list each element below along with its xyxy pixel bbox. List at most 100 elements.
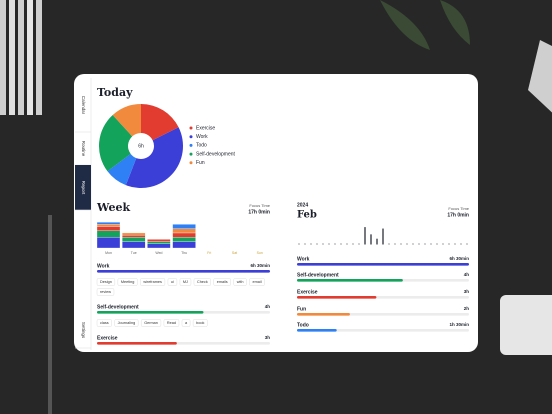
day-dot: [322, 243, 324, 245]
legend-dot: [189, 126, 193, 130]
plant: [380, 0, 470, 50]
week-bar-segment: [96, 237, 121, 249]
week-bar-segment: [147, 241, 171, 244]
tag-bg: [140, 319, 162, 327]
activity-name: Exercise: [97, 335, 118, 341]
tag-label: email: [252, 280, 261, 284]
tag-chip: with: [233, 278, 247, 286]
day-dot: [346, 243, 348, 245]
pie-slice: [141, 104, 179, 141]
tag-chip: wireframes: [140, 278, 166, 286]
tag-bg: [114, 319, 139, 327]
day-dot: [388, 243, 390, 245]
tag-bg: [96, 319, 112, 327]
legend-label: Todo: [196, 143, 207, 149]
pie-slice: [99, 114, 133, 172]
progress-bar: [97, 270, 270, 273]
day-dot: [442, 243, 444, 245]
day-dot: [316, 243, 318, 245]
stone: [528, 40, 552, 113]
day-label: Fri: [207, 251, 211, 255]
progress-bar: [297, 263, 469, 266]
day-bar: [376, 238, 378, 245]
tag-label: Read: [167, 321, 176, 325]
legend-label: Fun: [196, 160, 205, 166]
tag-label: Meeting: [121, 280, 135, 284]
day-dot: [412, 243, 414, 245]
tag-bg: [249, 278, 265, 286]
day-label: Sat: [232, 251, 237, 255]
activity-name: Work: [297, 256, 310, 262]
tag-label: with: [237, 280, 244, 284]
tag-chip: MJ: [179, 278, 192, 286]
week-bar-segment: [96, 226, 121, 231]
activity-time: 2h: [464, 306, 470, 311]
progress-bar: [297, 279, 403, 282]
tag-chip: a: [181, 319, 191, 327]
activity-name: Work: [97, 263, 110, 269]
legend-label: Exercise: [196, 125, 215, 131]
month-year: 2024: [297, 202, 308, 208]
tag-label: a: [185, 321, 188, 325]
activity-name: Fun: [297, 306, 306, 312]
day-dot: [394, 243, 396, 245]
progress-bar: [297, 329, 337, 332]
tag-chip: email: [249, 278, 265, 286]
tag-label: German: [144, 321, 158, 325]
tag-label: MJ: [183, 280, 188, 284]
activity-time: 3h: [464, 289, 470, 294]
day-dot: [436, 243, 438, 245]
day-dot: [358, 243, 360, 245]
activity-time: 4h: [265, 304, 271, 309]
day-dot: [448, 243, 450, 245]
tag-chip: German: [140, 319, 162, 327]
tag-bg: [179, 278, 192, 286]
week-bar-segment: [147, 239, 171, 242]
week-bar-segment: [147, 243, 171, 249]
day-dot: [454, 243, 456, 245]
day-dot: [466, 243, 468, 245]
tag-chip: Journaling: [114, 319, 139, 327]
day-dot: [340, 243, 342, 245]
tag-bg: [96, 288, 115, 296]
week-bar-segment: [96, 222, 121, 225]
eraser: [500, 295, 552, 355]
day-dot: [328, 243, 330, 245]
focus-label: Focus Time: [448, 206, 469, 211]
sidebar-tab: Report: [81, 181, 86, 195]
sidebar-tab: Calendar: [81, 96, 86, 115]
active-tab: [75, 165, 91, 210]
tag-chip: review: [96, 288, 115, 296]
tag-bg: [181, 319, 191, 327]
tag-label: class: [100, 321, 109, 325]
pie-slice: [107, 153, 137, 186]
tag-chip: book: [192, 319, 208, 327]
sidebar-tab: Routine: [81, 141, 86, 157]
tag-label: Check: [197, 280, 208, 284]
tag-bg: [163, 319, 180, 327]
day-label: Tue: [131, 251, 137, 255]
activity-name: Self-development: [97, 304, 139, 310]
tag-label: review: [100, 290, 111, 294]
activity-name: Todo: [297, 322, 309, 328]
tag-bg: [140, 278, 166, 286]
week-bar-segment: [122, 237, 146, 242]
progress-bar: [97, 342, 177, 345]
legend-label: Self-development: [196, 151, 236, 157]
week-title: Week: [96, 201, 130, 214]
progress-bar: [297, 296, 377, 299]
activity-time: 4h: [464, 272, 470, 277]
progress-bar: [297, 313, 350, 316]
tag-chip: Meeting: [117, 278, 138, 286]
week-bar-segment: [172, 228, 196, 234]
week-bar-segment: [122, 241, 146, 249]
tag-chip: Read: [163, 319, 180, 327]
today-title: Today: [97, 86, 133, 99]
activity-name: Self-development: [297, 272, 339, 278]
tag-bg: [96, 278, 116, 286]
tag-label: emails: [217, 280, 228, 284]
day-dot: [334, 243, 336, 245]
pie-slice: [125, 127, 183, 189]
legend-label: Work: [196, 134, 208, 140]
